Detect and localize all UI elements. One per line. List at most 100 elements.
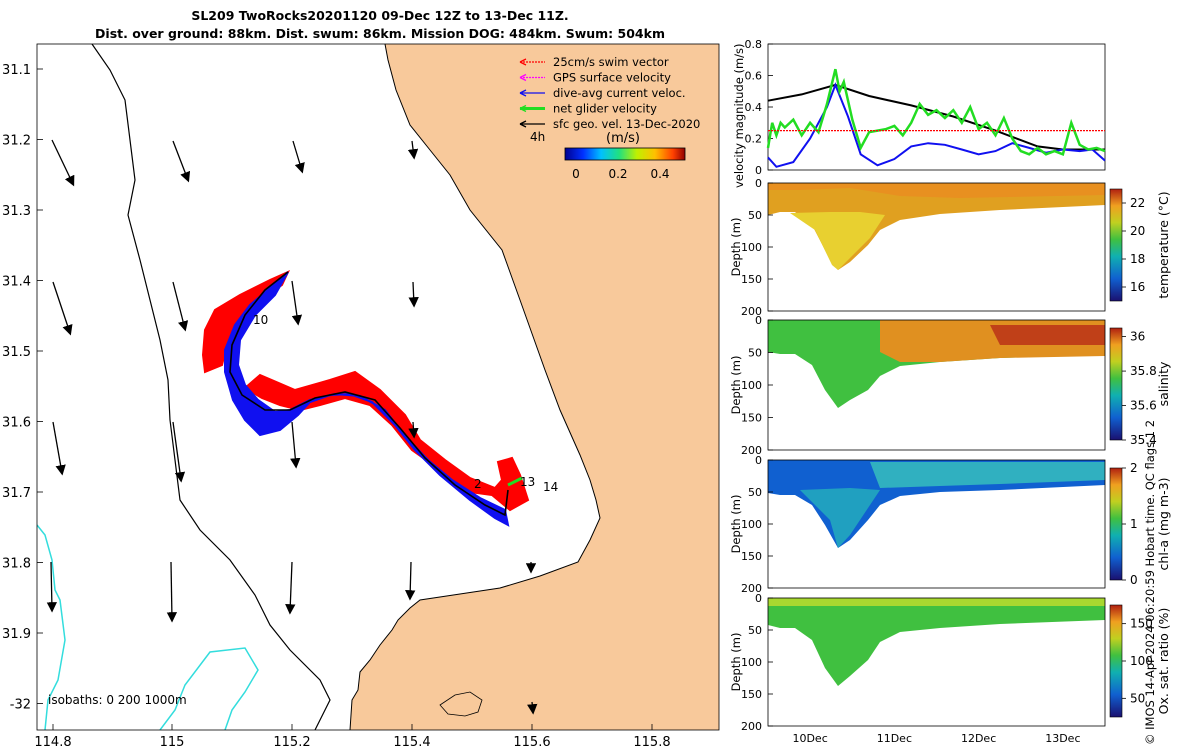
cb-label: chl-a (mg m-3): [1156, 478, 1171, 571]
day-label-10: 10: [253, 313, 268, 327]
section-x-tick-label: 12Dec: [961, 732, 996, 745]
day-label-2: 2: [474, 477, 482, 491]
map-x-tick-label: 115.6: [513, 735, 550, 750]
map-x-tick-label: 114.8: [34, 735, 71, 750]
velocity-panel: 0 0.2 0.4 0.6 0.8: [745, 38, 1106, 177]
speed-colorbar: [564, 147, 686, 161]
legend-arrowhead: [519, 58, 527, 66]
chla-section: [767, 459, 1106, 589]
cb-tick-label: 18: [1130, 252, 1145, 266]
legend-arrowhead: [519, 120, 527, 128]
legend-label: GPS surface velocity: [553, 71, 671, 85]
cb-tick-label: 2: [1130, 461, 1138, 475]
chla-intrusion: [800, 488, 880, 548]
cb-tick-label: 0: [1130, 573, 1138, 587]
depth-tick-label: 100: [741, 241, 762, 254]
legend-label: dive-avg current veloc.: [553, 86, 686, 100]
cb-tick-label: 1: [1130, 517, 1138, 531]
vel-y-tick-label: 0.6: [745, 70, 763, 83]
map-y-tick-label: 31.5: [2, 345, 31, 360]
map-y-tick-label: -32: [10, 698, 31, 713]
depth-ylabel: Depth (m): [729, 218, 743, 277]
depth-tick-label: 150: [741, 273, 762, 286]
map-x-tick-label: 115: [160, 735, 185, 750]
colorbar-tick: 0.4: [650, 167, 669, 181]
legend-label: 25cm/s swim vector: [553, 55, 669, 69]
cb-tick-label: 35.4: [1130, 433, 1157, 447]
temp-cool-intrusion: [790, 212, 885, 270]
net-velocity-arrows: [507, 476, 523, 487]
depth-tick-label: 150: [741, 412, 762, 425]
depth-tick-label: 100: [741, 379, 762, 392]
depth-tick-label: 0: [755, 177, 762, 190]
section-x-tick-label: 10Dec: [792, 732, 827, 745]
isobath-1000m-2: [159, 647, 259, 730]
depth-tick-label: 100: [741, 518, 762, 531]
map-y-tick-label: 31.1: [2, 63, 31, 78]
map-y-tick-label: 31.6: [2, 416, 31, 431]
cb-tick-label: 36: [1130, 330, 1145, 344]
depth-tick-label: 200: [741, 444, 762, 457]
temperature-section: [767, 182, 1106, 312]
map-y-ticks: 31.1 31.2 31.3 31.4 31.5 31.6 31.7 31.8 31.9 -32: [2, 63, 43, 713]
depth-tick-label: 150: [741, 688, 762, 701]
vel-series-net-glider: [766, 68, 1106, 156]
temp-surface-layer: [768, 183, 1105, 198]
vel-y-tick-label: 0.8: [745, 38, 763, 51]
vel-y-tick-label: 0.2: [745, 133, 763, 146]
velocity-ylabel: velocity magnitude (m/s): [732, 43, 746, 188]
vel-y-tick-label: 0.4: [745, 101, 763, 114]
oxy-surface: [768, 598, 1105, 606]
map-y-tick-label: 31.7: [2, 486, 31, 501]
cb-tick-label: 22: [1130, 196, 1145, 210]
depth-tick-label: 0: [755, 592, 762, 605]
coastline: [349, 44, 601, 730]
isobaths-label: isobaths: 0 200 1000m: [48, 693, 187, 707]
cb-label: Ox. sat. ratio (%): [1156, 608, 1171, 715]
salinity-section: [767, 319, 1106, 451]
cb-tick-label: 35.6: [1130, 399, 1157, 413]
legend-label: sfc geo. vel. 13-Dec-2020: [553, 117, 700, 131]
depth-ylabel: Depth (m): [729, 495, 743, 554]
legend-arrowhead: [519, 104, 527, 113]
glider-track-line: [229, 271, 509, 517]
cb-tick-label: 100: [1130, 654, 1153, 668]
map-y-tick-label: 31.4: [2, 275, 31, 290]
depth-tick-label: 50: [748, 209, 762, 222]
oxygen-section: [767, 597, 1106, 727]
vel-y-tick-label: 0: [755, 164, 762, 177]
map-frame: [36, 43, 720, 731]
map-y-tick-label: 31.2: [2, 134, 31, 149]
cb-tick-label: 50: [1130, 691, 1145, 705]
legend-arrowhead: [519, 73, 527, 82]
map-y-tick-label: 31.9: [2, 627, 31, 642]
cb-tick-label: 35.8: [1130, 364, 1157, 378]
map-y-tick-label: 31.8: [2, 557, 31, 572]
temperature-colorbar: [1109, 188, 1123, 302]
sal-core: [990, 325, 1105, 345]
glider-track-current: [224, 271, 510, 527]
day-label-14: 14: [543, 480, 558, 494]
depth-tick-label: 50: [748, 624, 762, 637]
speed-colorbar-ticks: 0 0.2 0.4: [572, 167, 669, 181]
scale-label: 4h: [530, 130, 545, 144]
isobath-200m: [91, 44, 331, 730]
colorbar-tick: 0: [572, 167, 580, 181]
depth-tick-label: 50: [748, 486, 762, 499]
map-x-tick-label: 115.4: [393, 735, 430, 750]
depth-tick-label: 0: [755, 454, 762, 467]
day-label-13: 13: [520, 475, 535, 489]
figure-title-line1: SL209 TwoRocks20201120 09-Dec 12Z to 13-…: [191, 8, 569, 23]
isobath-1000m: [37, 524, 66, 730]
depth-tick-label: 200: [741, 582, 762, 595]
depth-tick-label: 150: [741, 550, 762, 563]
map-x-ticks: 114.8 115 115.2 115.4 115.6 115.8: [34, 724, 671, 750]
figure-title-line2: Dist. over ground: 88km. Dist. swum: 86k…: [95, 26, 665, 41]
island: [439, 691, 483, 717]
depth-ylabel: Depth (m): [729, 633, 743, 692]
salinity-colorbar: [1109, 327, 1123, 441]
map-y-tick-label: 31.3: [2, 204, 31, 219]
section-x-tick-label: 11Dec: [877, 732, 912, 745]
